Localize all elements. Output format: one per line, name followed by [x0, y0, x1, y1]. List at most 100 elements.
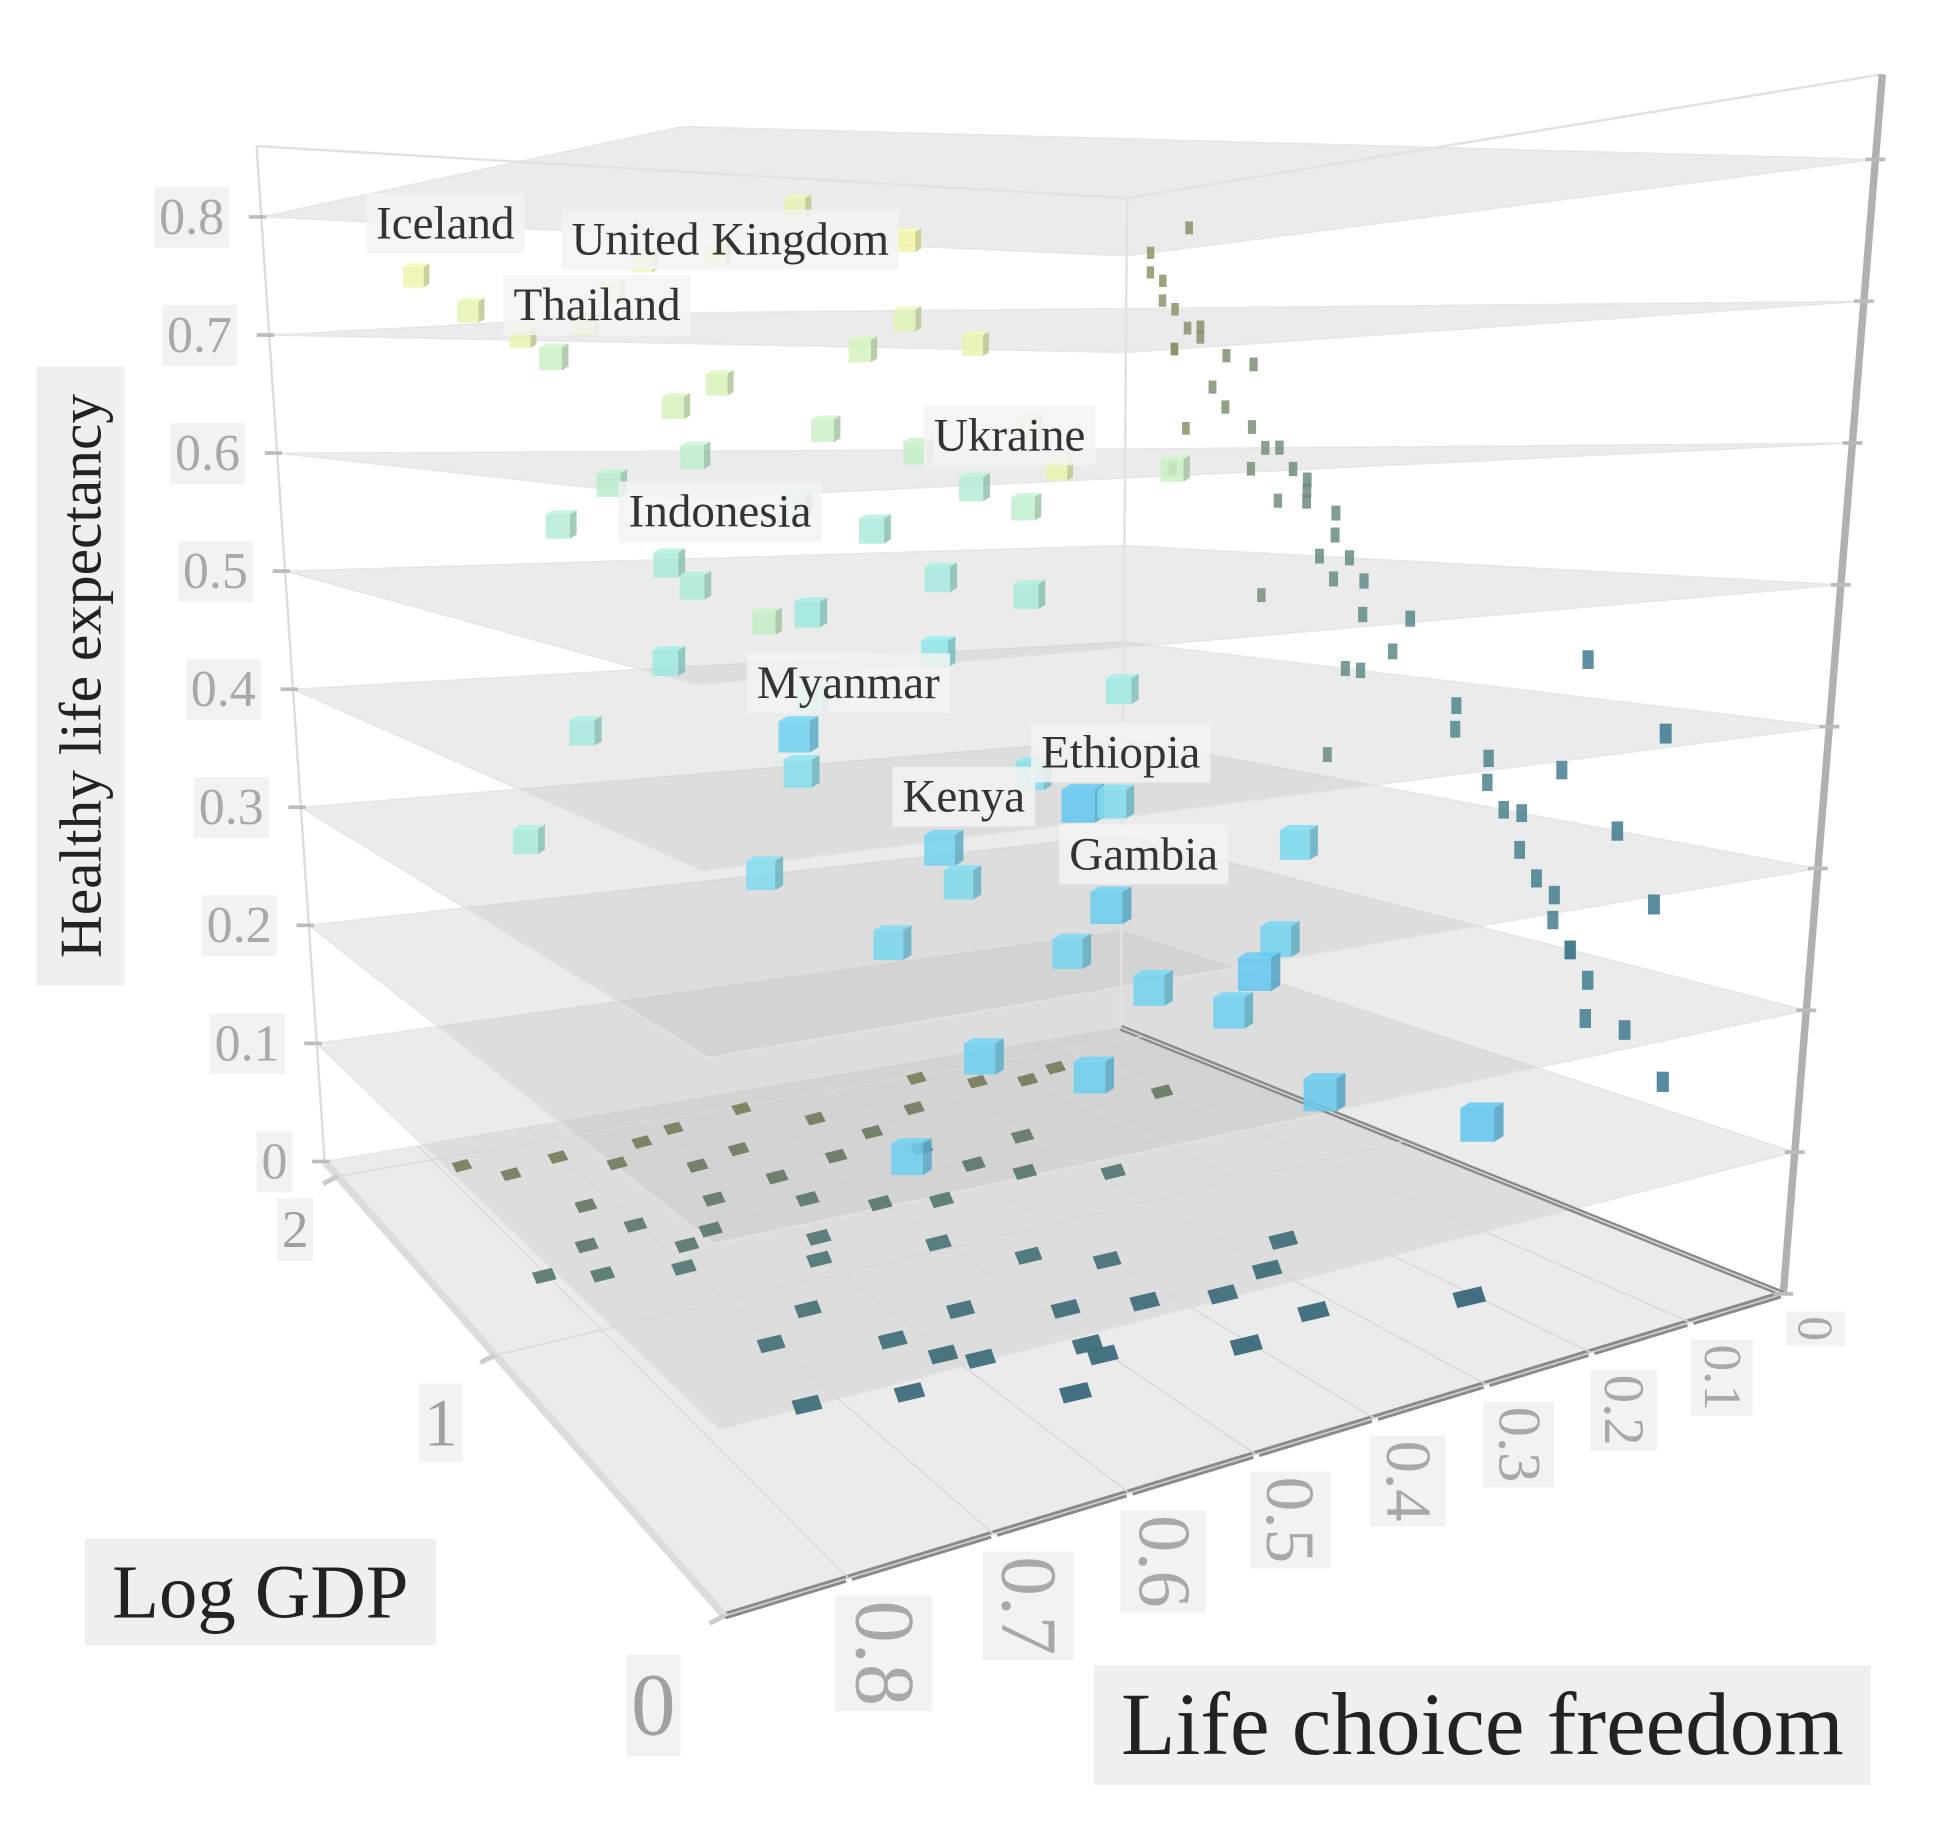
cube-side	[973, 865, 982, 900]
cube-side	[537, 824, 545, 855]
cube-side	[704, 571, 712, 600]
y-tick-label: 1	[424, 1385, 458, 1460]
wall-shadow	[1611, 821, 1624, 841]
wall-shadow	[1659, 723, 1672, 744]
floor-shadow	[893, 1382, 926, 1403]
floor-shadow	[928, 1191, 955, 1209]
wall-shadow	[1158, 294, 1167, 307]
wall-shadow	[1547, 910, 1559, 930]
label-bg	[626, 1654, 681, 1757]
point-label: Iceland	[376, 197, 514, 249]
wall-shadow	[1564, 940, 1576, 960]
label-bg	[1483, 1401, 1555, 1488]
floor-shadow	[1268, 1230, 1299, 1250]
cube	[848, 340, 871, 363]
z-tick-label: 0.4	[191, 661, 256, 718]
wall-shadow	[1302, 494, 1311, 509]
cube	[402, 266, 424, 288]
cube-top	[1303, 1073, 1346, 1079]
cube-top	[457, 297, 485, 302]
wall-shadow	[1288, 461, 1298, 477]
cube-top	[961, 331, 989, 335]
cube-top	[778, 716, 819, 722]
wall-shadow	[1246, 461, 1256, 476]
label-bg	[1093, 1665, 1871, 1785]
cube	[1279, 830, 1310, 860]
cube	[958, 476, 984, 502]
y-tick	[479, 1352, 497, 1365]
x-tick	[990, 1533, 1002, 1553]
cube	[783, 759, 812, 788]
floor-shadow	[1016, 1072, 1039, 1087]
label-bg	[1690, 1339, 1753, 1416]
point-label: Gambia	[1069, 828, 1218, 880]
cube-top	[943, 865, 982, 871]
cube-side	[995, 1038, 1004, 1075]
floor-shadow	[727, 1142, 750, 1157]
cube-side	[423, 263, 430, 288]
z-axis-label: Healthy life expectancy	[48, 394, 114, 959]
cube	[746, 861, 776, 891]
wall-shadow	[1261, 440, 1270, 455]
cube-side	[775, 856, 784, 891]
point-label: Thailand	[513, 279, 680, 331]
wall-shadow	[1329, 571, 1339, 587]
z-tick-label: 0.8	[159, 189, 224, 246]
wall-shadow	[1182, 422, 1190, 435]
cube-side	[678, 646, 686, 677]
label-bg	[923, 405, 1096, 466]
floor-shadow	[1071, 1334, 1104, 1355]
label-bg	[1590, 1369, 1658, 1451]
floor-shadow	[1012, 1163, 1038, 1181]
floor-shadow	[925, 1234, 952, 1252]
labels: Healthy life expectancy Log GDP Life cho…	[36, 193, 1871, 1785]
cube-top	[705, 370, 734, 374]
cube	[1061, 789, 1095, 823]
floor-shadow	[805, 1229, 832, 1246]
y-axis-label: Log GDP	[112, 1549, 408, 1634]
wall-shadow	[1322, 747, 1332, 763]
floor-shadow	[824, 1148, 848, 1164]
floor-shadow	[702, 1191, 726, 1207]
floor-shadow	[791, 1394, 823, 1415]
wall-shadow	[1196, 320, 1205, 334]
cube	[539, 347, 563, 371]
wall-shadow	[1387, 643, 1398, 660]
label-bg	[177, 541, 253, 603]
cube	[545, 514, 570, 539]
wall-shadow	[1146, 266, 1155, 279]
floor-shadow	[903, 1101, 925, 1116]
box-edge	[256, 144, 1128, 200]
cube	[457, 301, 479, 323]
floor-shadow	[623, 1217, 648, 1233]
cube-side	[811, 754, 820, 788]
floor-shadow	[631, 1135, 653, 1149]
cube-side	[1122, 886, 1132, 925]
floor-shadow	[1452, 1286, 1487, 1309]
cube	[962, 334, 983, 356]
cube-top	[512, 824, 545, 830]
cube	[891, 1143, 923, 1176]
cube	[1090, 891, 1123, 925]
floor-shadow	[805, 1250, 833, 1268]
wall-shadow	[1222, 349, 1231, 363]
cube-side	[1038, 579, 1046, 610]
floor-shadow	[574, 1198, 598, 1214]
x-grid-line	[975, 1051, 1592, 1354]
cube	[1011, 496, 1035, 521]
z-tick-label: 0.3	[199, 779, 264, 836]
floor-shadow	[877, 1330, 908, 1350]
cube-top	[653, 548, 686, 553]
cube	[661, 396, 684, 419]
floor-shadow	[795, 1191, 820, 1207]
cube	[943, 870, 974, 900]
cube-top	[924, 562, 958, 567]
z-tick-label: 0	[262, 1133, 288, 1190]
cube-top	[873, 925, 912, 931]
cube-top	[1052, 933, 1092, 939]
y-tick	[321, 1174, 339, 1186]
x-grid-line	[812, 1078, 1375, 1419]
wall-shadow	[1531, 869, 1542, 888]
wall-shadow	[1340, 660, 1350, 677]
cube	[752, 611, 776, 635]
